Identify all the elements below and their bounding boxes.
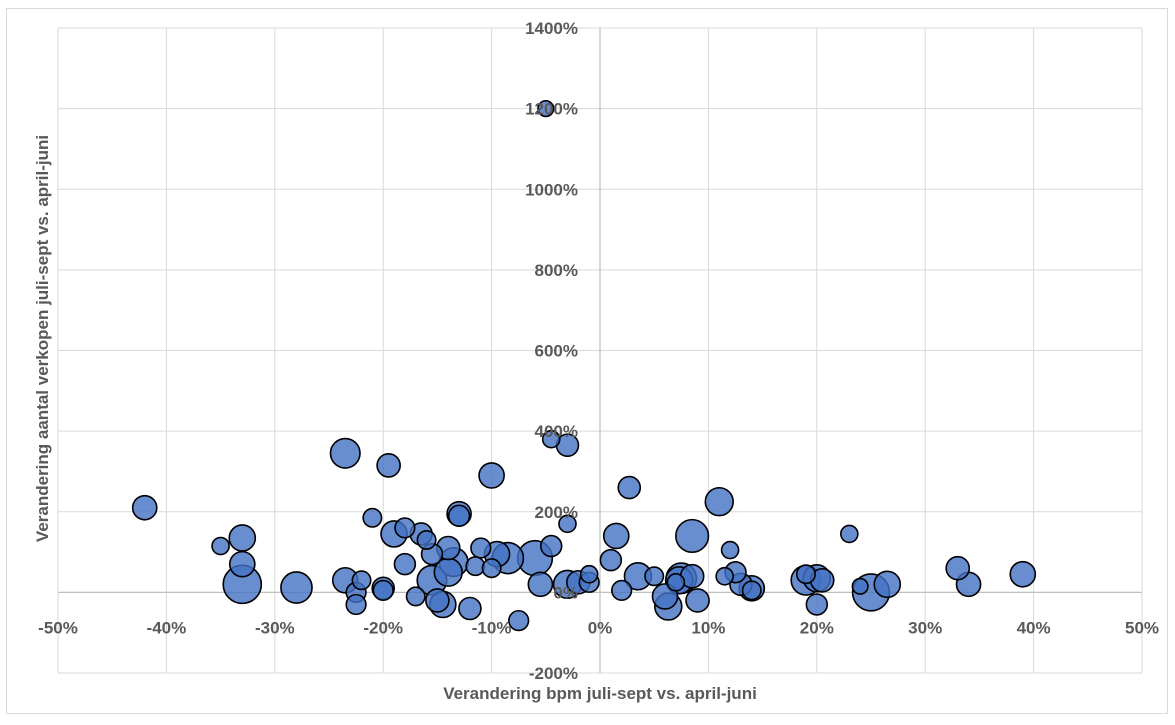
y-tick-label: 200% [535,503,578,522]
bubble [579,564,599,584]
bubble [685,588,710,613]
bubble [539,534,563,558]
bubble [1009,560,1037,588]
y-tick-label: -200% [529,664,578,683]
bubble [537,100,555,118]
x-tick-label: -50% [38,618,78,637]
bubble [675,518,710,554]
x-axis-title: Verandering bpm juli-sept vs. april-juni [443,684,757,703]
bubble [873,570,902,599]
x-tick-label: 10% [691,618,725,637]
y-tick-label: 400% [535,422,578,441]
bubble [405,586,426,607]
bubble [345,593,367,616]
bubble [599,548,623,572]
y-tick-label: 1200% [525,100,578,119]
bubble [851,577,869,595]
bubble-series [131,100,1037,632]
bubble [393,552,417,576]
bubble [795,564,816,585]
tick-labels: -50% -40% -30% -20% -10% 0% 10% 20% 30% 40% 50% -20… [38,19,1159,683]
bubble [372,579,394,601]
bubble [704,486,734,517]
bubble [644,566,665,587]
x-tick-label: -10% [472,618,512,637]
x-tick-label: -30% [255,618,295,637]
y-tick-label: 600% [535,342,578,361]
bubble [666,572,686,592]
bubble [478,462,505,489]
y-tick-label: 0% [553,583,578,602]
y-tick-label: 1400% [525,19,578,38]
bubble [362,507,383,528]
bubble [508,609,530,632]
bubble [602,522,630,550]
x-tick-label: 40% [1017,618,1051,637]
bubble [805,593,829,616]
y-tick-label: 800% [535,261,578,280]
bubble [280,571,313,604]
y-tick-label: 1000% [525,180,578,199]
bubble [458,596,482,621]
bubble [394,517,416,539]
x-tick-label: -40% [147,618,187,637]
bubble [715,566,734,586]
bubble [416,529,437,550]
y-axis-title: Verandering aantal verkopen juli-sept vs… [33,135,52,542]
bubble [720,540,740,560]
bubble [617,475,642,500]
x-tick-label: 30% [908,618,942,637]
bubble [741,580,762,601]
bubble [447,504,471,528]
bubble [839,524,859,544]
bubble [351,570,372,591]
chart-frame [6,8,1168,714]
bubble [527,571,554,598]
bubble [211,536,230,556]
bubble [376,453,401,478]
bubble [131,494,158,521]
x-tick-label: 50% [1125,618,1159,637]
bubble [558,514,577,534]
bubble [945,555,971,581]
bubble [425,588,450,613]
bubble [329,437,361,469]
bubble [541,429,561,449]
x-tick-label: 20% [800,618,834,637]
x-tick-label: 0% [588,618,613,637]
bubble [611,579,633,601]
bubble [481,558,502,579]
bubble [228,550,256,578]
x-tick-label: -20% [363,618,403,637]
